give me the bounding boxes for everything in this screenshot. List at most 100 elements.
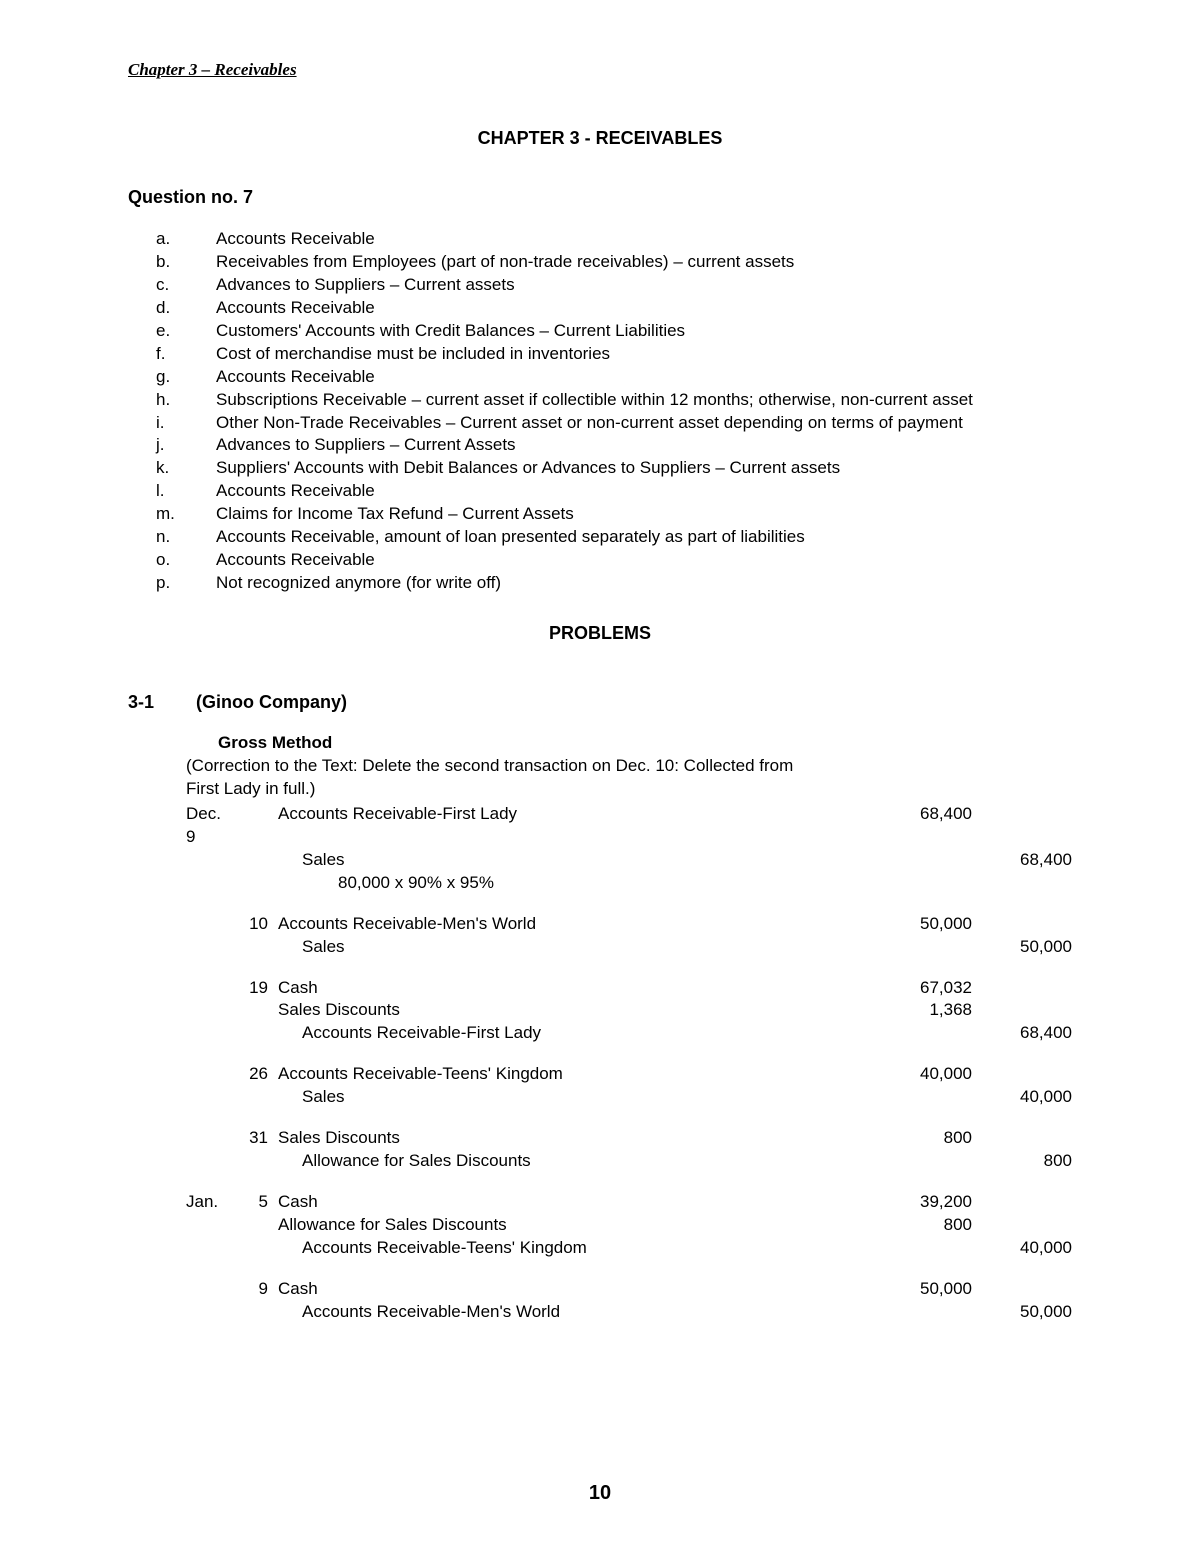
- journal-row: 9Cash50,000: [128, 1278, 1072, 1301]
- question-item: n.Accounts Receivable, amount of loan pr…: [156, 526, 1072, 549]
- journal-day: [234, 1301, 278, 1324]
- journal-row: 80,000 x 90% x 95%: [128, 872, 1072, 895]
- journal-row: Accounts Receivable-Teens' Kingdom40,000: [128, 1237, 1072, 1260]
- question-text: Claims for Income Tax Refund – Current A…: [216, 503, 1072, 526]
- journal-credit: [972, 977, 1072, 1000]
- question-text: Accounts Receivable, amount of loan pres…: [216, 526, 1072, 549]
- journal-row: 26Accounts Receivable-Teens' Kingdom40,0…: [128, 1063, 1072, 1086]
- journal-row: Sales50,000: [128, 936, 1072, 959]
- journal-debit: 50,000: [852, 913, 972, 936]
- question-item: m.Claims for Income Tax Refund – Current…: [156, 503, 1072, 526]
- journal-month: [186, 1086, 234, 1109]
- question-marker: a.: [156, 228, 216, 251]
- journal-spacer: [128, 1045, 1072, 1063]
- correction-line-2: First Lady in full.): [186, 779, 315, 798]
- journal-credit: 40,000: [972, 1086, 1072, 1109]
- journal-day: [234, 1086, 278, 1109]
- journal-debit: [852, 849, 972, 872]
- journal-debit: 50,000: [852, 1278, 972, 1301]
- journal-row: Accounts Receivable-First Lady68,400: [128, 1022, 1072, 1045]
- question-list: a.Accounts Receivableb.Receivables from …: [156, 228, 1072, 595]
- journal-debit: [852, 1301, 972, 1324]
- problem-header: 3-1 (Ginoo Company): [128, 692, 1072, 713]
- journal-credit: [972, 1063, 1072, 1086]
- journal-credit: [972, 872, 1072, 895]
- question-text: Customers' Accounts with Credit Balances…: [216, 320, 1072, 343]
- journal-spacer: [128, 959, 1072, 977]
- journal-day: [234, 1150, 278, 1173]
- journal-credit: [972, 803, 1072, 826]
- journal-debit: 800: [852, 1127, 972, 1150]
- page-number: 10: [0, 1482, 1200, 1505]
- journal-month: [186, 1237, 234, 1260]
- journal-description: [278, 826, 852, 849]
- question-text: Suppliers' Accounts with Debit Balances …: [216, 457, 1072, 480]
- journal-month: [186, 936, 234, 959]
- journal-day: [234, 826, 278, 849]
- question-item: c.Advances to Suppliers – Current assets: [156, 274, 1072, 297]
- journal-day: [234, 1214, 278, 1237]
- journal-debit: [852, 936, 972, 959]
- journal-debit: [852, 1150, 972, 1173]
- journal-day: 5: [234, 1191, 278, 1214]
- journal-row: Sales68,400: [128, 849, 1072, 872]
- journal-row: Dec.Accounts Receivable-First Lady68,400: [128, 803, 1072, 826]
- question-marker: m.: [156, 503, 216, 526]
- journal-month: [186, 1022, 234, 1045]
- journal-row: Accounts Receivable-Men's World50,000: [128, 1301, 1072, 1324]
- question-item: j.Advances to Suppliers – Current Assets: [156, 434, 1072, 457]
- journal-spacer: [128, 1173, 1072, 1191]
- problem-company: (Ginoo Company): [196, 692, 347, 713]
- question-text: Accounts Receivable: [216, 366, 1072, 389]
- journal-day: [234, 803, 278, 826]
- question-marker: o.: [156, 549, 216, 572]
- journal-month: [186, 1150, 234, 1173]
- journal-debit: [852, 872, 972, 895]
- journal-credit: 50,000: [972, 1301, 1072, 1324]
- journal-description: Sales Discounts: [278, 999, 852, 1022]
- journal-description: Allowance for Sales Discounts: [278, 1150, 852, 1173]
- journal-debit: 39,200: [852, 1191, 972, 1214]
- question-marker: g.: [156, 366, 216, 389]
- journal-month: [186, 872, 234, 895]
- journal-debit: 40,000: [852, 1063, 972, 1086]
- journal-spacer: [128, 1260, 1072, 1278]
- question-marker: c.: [156, 274, 216, 297]
- journal-credit: 68,400: [972, 1022, 1072, 1045]
- question-item: k.Suppliers' Accounts with Debit Balance…: [156, 457, 1072, 480]
- question-marker: i.: [156, 412, 216, 435]
- journal-day: 9: [234, 1278, 278, 1301]
- question-item: g.Accounts Receivable: [156, 366, 1072, 389]
- journal-month: Jan.: [186, 1191, 234, 1214]
- question-item: f.Cost of merchandise must be included i…: [156, 343, 1072, 366]
- journal-row: Allowance for Sales Discounts 800: [128, 1150, 1072, 1173]
- question-marker: l.: [156, 480, 216, 503]
- journal-credit: [972, 1127, 1072, 1150]
- journal-debit: 800: [852, 1214, 972, 1237]
- question-marker: b.: [156, 251, 216, 274]
- journal-month: [186, 913, 234, 936]
- journal-description: Allowance for Sales Discounts: [278, 1214, 852, 1237]
- journal-row: 10Accounts Receivable-Men's World50,000: [128, 913, 1072, 936]
- question-text: Subscriptions Receivable – current asset…: [216, 389, 1072, 412]
- journal-day: [234, 936, 278, 959]
- journal-day: [234, 1022, 278, 1045]
- journal-credit: 800: [972, 1150, 1072, 1173]
- journal-credit: [972, 1214, 1072, 1237]
- journal-row: Sales Discounts1,368: [128, 999, 1072, 1022]
- journal-row: 31Sales Discounts800: [128, 1127, 1072, 1150]
- journal-debit: [852, 826, 972, 849]
- journal-month: [186, 1278, 234, 1301]
- journal-description: Cash: [278, 1278, 852, 1301]
- journal-month: Dec.: [186, 803, 234, 826]
- question-text: Accounts Receivable: [216, 297, 1072, 320]
- journal-month: [186, 1301, 234, 1324]
- document-page: Chapter 3 – Receivables CHAPTER 3 - RECE…: [0, 0, 1200, 1553]
- journal-description: 80,000 x 90% x 95%: [278, 872, 852, 895]
- journal-credit: 50,000: [972, 936, 1072, 959]
- question-marker: p.: [156, 572, 216, 595]
- journal-description: Sales: [278, 849, 852, 872]
- journal-day: [234, 849, 278, 872]
- question-text: Advances to Suppliers – Current assets: [216, 274, 1072, 297]
- journal-credit: [972, 826, 1072, 849]
